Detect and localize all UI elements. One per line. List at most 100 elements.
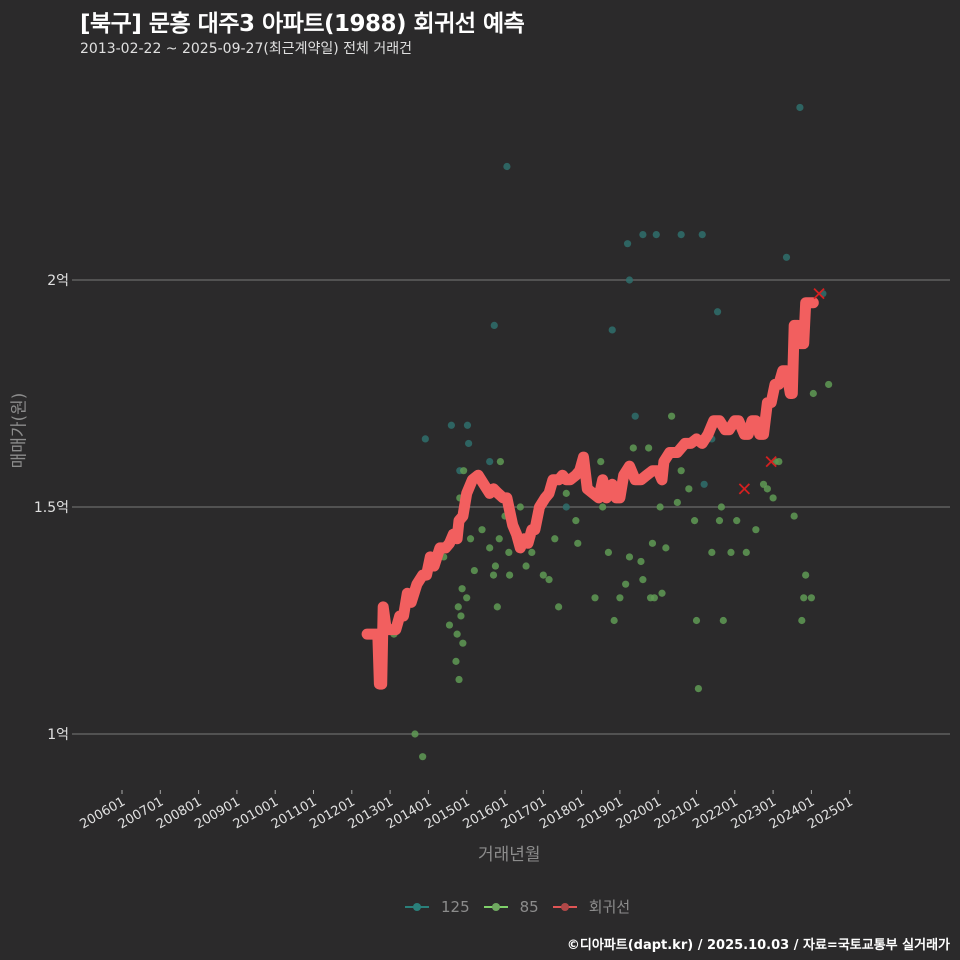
data-point-85	[545, 576, 553, 584]
data-point-125	[713, 308, 722, 316]
x-axis-label: 거래년월	[478, 845, 541, 865]
data-point-85	[790, 512, 798, 520]
data-point-85	[752, 526, 760, 534]
data-point-85	[677, 467, 685, 475]
data-point-125	[677, 231, 685, 239]
data-point-85	[460, 467, 468, 475]
data-point-85	[454, 603, 462, 611]
data-point-125	[465, 439, 473, 448]
data-point-125	[625, 276, 634, 284]
data-point-125	[796, 103, 804, 112]
data-point-85	[539, 571, 547, 579]
chart-title: [북구] 문흥 대주3 아파트(1988) 회귀선 예측	[80, 11, 525, 37]
data-point-85	[719, 616, 727, 625]
data-point-85	[455, 675, 463, 684]
data-point-85	[733, 517, 741, 525]
data-point-125	[631, 412, 639, 420]
data-point-85	[591, 594, 599, 602]
data-point-85	[690, 517, 699, 525]
y-axis-label: 매매가(원)	[9, 392, 30, 469]
data-point-125	[639, 231, 647, 239]
data-point-85	[419, 753, 427, 761]
data-point-125	[463, 421, 472, 429]
data-point-85	[551, 535, 559, 543]
data-point-85	[802, 571, 810, 579]
data-point-85	[717, 503, 725, 511]
highlight-x-marker	[765, 455, 777, 468]
data-point-85	[572, 517, 580, 525]
legend-item-regression: 회귀선	[552, 896, 630, 917]
data-point-85	[637, 557, 645, 566]
data-point-85	[807, 594, 816, 602]
regression-line	[361, 297, 819, 690]
highlight-x-marker	[813, 287, 825, 300]
data-point-85	[493, 603, 501, 611]
chart-subtitle: 2013-02-22 ~ 2025-09-27(최근계약일) 전체 거래건	[80, 41, 412, 57]
legend-label: 125	[441, 897, 470, 916]
data-point-85	[715, 517, 724, 525]
data-point-85	[505, 571, 514, 579]
legend-key-icon	[405, 902, 429, 912]
data-point-85	[478, 526, 486, 534]
data-point-85	[763, 485, 771, 493]
data-point-85	[629, 444, 637, 452]
data-point-85	[727, 548, 735, 557]
data-point-85	[769, 494, 777, 502]
data-point-85	[458, 585, 466, 593]
data-point-85	[645, 444, 653, 452]
data-point-85	[658, 589, 666, 597]
source-footer: ©디아파트(dapt.kr) / 2025.10.03 / 자료=국토교통부 실…	[566, 938, 950, 953]
y-tick-label: 1억	[47, 727, 69, 743]
data-point-85	[708, 548, 716, 557]
legend: 125 85 회귀선	[405, 896, 644, 917]
data-point-85	[694, 685, 703, 693]
data-point-85	[522, 562, 530, 570]
legend-item-85: 85	[483, 897, 539, 916]
data-point-85	[648, 539, 657, 547]
data-point-125	[486, 458, 494, 466]
data-point-85	[604, 548, 613, 557]
data-point-125	[652, 231, 660, 239]
data-point-85	[463, 594, 471, 602]
data-point-85	[692, 616, 701, 625]
data-point-125	[562, 503, 570, 511]
data-point-85	[516, 503, 524, 511]
data-point-85	[496, 458, 505, 466]
data-point-85	[625, 553, 634, 561]
data-point-85	[491, 562, 500, 570]
data-point-125	[782, 253, 791, 261]
data-point-85	[452, 657, 460, 665]
data-point-85	[800, 594, 808, 602]
data-point-125	[623, 240, 632, 248]
y-tick-label: 2억	[47, 273, 69, 289]
data-point-85	[528, 548, 536, 557]
data-point-85	[775, 458, 783, 466]
data-point-125	[447, 421, 455, 429]
legend-item-125: 125	[405, 898, 470, 916]
data-point-85	[685, 485, 693, 493]
data-point-125	[503, 162, 511, 171]
data-point-85	[650, 594, 658, 602]
data-point-85	[555, 603, 563, 611]
highlight-x-marker	[738, 483, 751, 495]
data-point-85	[809, 389, 817, 398]
data-point-85	[453, 630, 461, 638]
legend-key-icon	[483, 902, 508, 912]
data-point-125	[608, 326, 616, 334]
data-point-85	[486, 544, 494, 552]
data-point-85	[489, 571, 498, 579]
data-point-85	[599, 503, 607, 511]
data-point-85	[673, 498, 681, 507]
legend-label: 85	[519, 897, 539, 916]
data-point-85	[798, 616, 806, 625]
data-point-85	[742, 548, 750, 557]
data-point-85	[622, 580, 630, 588]
data-point-85	[411, 730, 419, 738]
data-point-85	[574, 539, 582, 547]
data-point-125	[490, 321, 498, 329]
data-point-85	[466, 535, 475, 543]
data-point-85	[616, 594, 624, 602]
y-tick-label: 1.5억	[34, 500, 69, 516]
data-point-85	[505, 548, 513, 557]
